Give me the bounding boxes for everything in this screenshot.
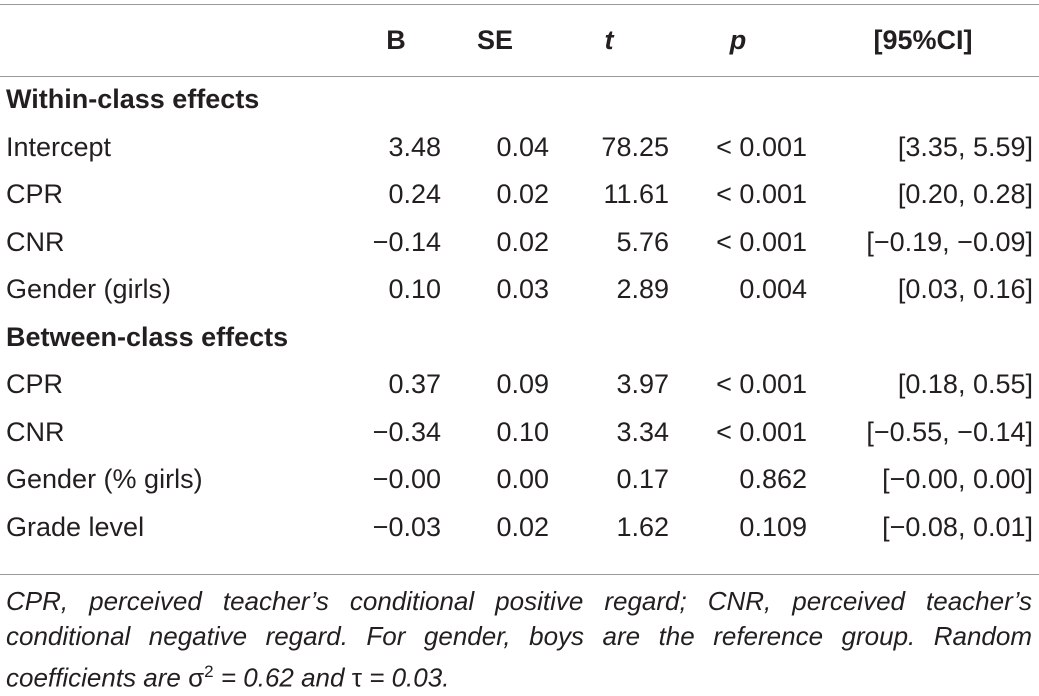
cell-b: 0.37: [388, 369, 441, 400]
cell-t: 3.34: [616, 416, 669, 447]
cell-se: 0.02: [496, 511, 549, 542]
row-label: CNR: [6, 416, 65, 447]
sigma-superscript: 2: [204, 662, 214, 681]
header-p: p: [729, 25, 747, 55]
cell-ci: [−0.00, 0.00]: [882, 464, 1033, 495]
cell-t: 0.17: [616, 464, 669, 495]
table-row: Gender (% girls) −0.00 0.00 0.17 0.862 […: [0, 456, 1039, 504]
row-label: Intercept: [6, 131, 112, 162]
table-bottom-rule: [0, 574, 1039, 575]
header-b: B: [386, 25, 406, 55]
cell-p: < 0.001: [716, 416, 807, 447]
table-row: CPR 0.24 0.02 11.61 < 0.001 [0.20, 0.28]: [0, 171, 1039, 219]
row-label: Grade level: [6, 511, 145, 542]
cell-t: 3.97: [616, 369, 669, 400]
cell-b: 0.10: [388, 274, 441, 305]
cell-b: −0.00: [372, 464, 441, 495]
section-title: Between-class effects: [6, 321, 289, 352]
cell-ci: [−0.55, −0.14]: [866, 416, 1033, 447]
cell-ci: [−0.08, 0.01]: [882, 511, 1033, 542]
section-row-between: Between-class effects: [0, 314, 1039, 362]
header-t: t: [604, 25, 614, 55]
sigma-symbol: σ: [188, 662, 205, 693]
table-row: Grade level −0.03 0.02 1.62 0.109 [−0.08…: [0, 504, 1039, 552]
cell-b: −0.14: [372, 226, 441, 257]
table-header-rule: [0, 76, 1039, 77]
row-label: CNR: [6, 226, 65, 257]
cell-se: 0.02: [496, 226, 549, 257]
cell-b: 0.24: [388, 179, 441, 210]
row-label: Gender (girls): [6, 274, 172, 305]
table-row: CNR −0.14 0.02 5.76 < 0.001 [−0.19, −0.0…: [0, 219, 1039, 267]
cell-t: 5.76: [616, 226, 669, 257]
cell-ci: [3.35, 5.59]: [897, 131, 1033, 162]
cell-se: 0.02: [496, 179, 549, 210]
cell-p: < 0.001: [716, 369, 807, 400]
header-row: B SE t p [95%CI]: [0, 5, 1039, 76]
regression-table: B SE t p [95%CI] Within-class effects In…: [0, 5, 1039, 551]
footnote-text: CPR, perceived teacher’s conditional pos…: [6, 586, 1032, 693]
header-ci: [95%CI]: [873, 25, 973, 55]
header-label: [0, 5, 351, 76]
row-label: CPR: [6, 369, 64, 400]
table-footnote: CPR, perceived teacher’s conditional pos…: [6, 584, 1032, 696]
cell-se: 0.09: [496, 369, 549, 400]
cell-b: 3.48: [388, 131, 441, 162]
cell-b: −0.34: [372, 416, 441, 447]
cell-p: < 0.001: [716, 226, 807, 257]
section-row-within: Within-class effects: [0, 76, 1039, 124]
tau-value: = 0.03.: [361, 662, 450, 693]
cell-se: 0.00: [496, 464, 549, 495]
cell-se: 0.04: [496, 131, 549, 162]
tau-symbol: τ: [351, 662, 362, 693]
table-row: Gender (girls) 0.10 0.03 2.89 0.004 [0.0…: [0, 266, 1039, 314]
cell-t: 11.61: [603, 179, 669, 210]
cell-p: < 0.001: [716, 131, 807, 162]
table-row: CNR −0.34 0.10 3.34 < 0.001 [−0.55, −0.1…: [0, 409, 1039, 457]
cell-p: 0.862: [739, 464, 807, 495]
sigma-value: = 0.62 and: [213, 662, 352, 693]
cell-p: 0.004: [739, 274, 807, 305]
header-se: SE: [476, 25, 514, 55]
cell-se: 0.10: [496, 416, 549, 447]
row-label: Gender (% girls): [6, 464, 203, 495]
cell-t: 2.89: [616, 274, 669, 305]
table-row: CPR 0.37 0.09 3.97 < 0.001 [0.18, 0.55]: [0, 361, 1039, 409]
section-title: Within-class effects: [6, 84, 260, 115]
cell-p: 0.109: [739, 511, 807, 542]
cell-ci: [0.20, 0.28]: [897, 179, 1033, 210]
cell-b: −0.03: [372, 511, 441, 542]
cell-ci: [0.18, 0.55]: [897, 369, 1033, 400]
cell-t: 78.25: [601, 131, 669, 162]
cell-p: < 0.001: [716, 179, 807, 210]
table-row: Intercept 3.48 0.04 78.25 < 0.001 [3.35,…: [0, 124, 1039, 172]
cell-t: 1.62: [616, 511, 669, 542]
table-top-rule: [0, 4, 1039, 5]
row-label: CPR: [6, 179, 64, 210]
cell-se: 0.03: [496, 274, 549, 305]
cell-ci: [−0.19, −0.09]: [866, 226, 1033, 257]
cell-ci: [0.03, 0.16]: [897, 274, 1033, 305]
